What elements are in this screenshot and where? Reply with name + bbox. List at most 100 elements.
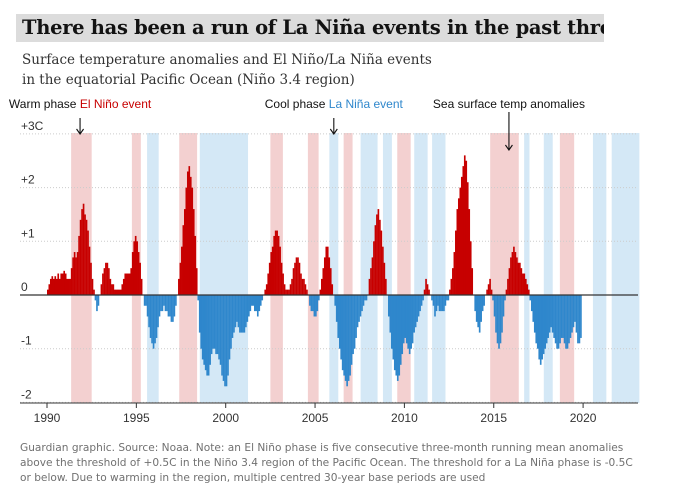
anomaly-bar [64, 273, 67, 295]
anomaly-bar [362, 295, 365, 306]
y-tick-label: +2 [21, 173, 35, 187]
anomaly-bar [61, 273, 64, 295]
anomaly-bar [326, 246, 329, 295]
anomaly-bar [325, 246, 328, 295]
anomaly-bar [108, 268, 110, 295]
anomaly-bar [118, 289, 121, 295]
anomaly-bar [164, 295, 167, 312]
anomaly-bar [100, 284, 103, 295]
anomaly-bar [480, 295, 482, 322]
anomaly-bar [416, 295, 418, 322]
anomaly-bar [347, 295, 350, 381]
anomaly-bar [230, 295, 232, 349]
anomaly-bar [245, 295, 247, 328]
lanina-band [611, 133, 640, 403]
anomaly-bar [163, 295, 165, 306]
anomaly-bar [398, 295, 401, 376]
anomaly-bar [460, 176, 463, 295]
anomaly-bar [499, 295, 502, 344]
anomaly-bar [404, 295, 407, 338]
anomaly-bar [243, 295, 246, 333]
anomaly-bar [532, 295, 535, 322]
source-line: above the threshold of +0.5C in the Niño… [20, 457, 633, 469]
anomaly-bar [535, 295, 538, 344]
anomaly-bar [222, 295, 225, 381]
anomaly-bar [63, 270, 66, 295]
anomaly-bar [109, 278, 112, 295]
anomaly-bar [498, 295, 500, 349]
anomaly-bar [563, 295, 566, 344]
anomaly-bar [264, 289, 267, 295]
anomaly-bar [66, 278, 68, 295]
anomaly-bar [246, 295, 249, 322]
lanina-band [414, 133, 428, 403]
anomaly-bar [152, 295, 155, 349]
anomaly-bar [483, 295, 485, 306]
anomaly-bar [76, 252, 79, 295]
anomaly-bar [233, 295, 235, 333]
anomaly-bar [572, 295, 575, 328]
anomaly-bar [569, 295, 572, 338]
anomaly-bar [495, 295, 497, 333]
anomaly-bar [48, 284, 51, 295]
x-tick-label: 2005 [302, 411, 329, 425]
anomaly-bar [256, 295, 259, 317]
anomaly-bar [239, 295, 241, 333]
lanina-band [382, 133, 392, 403]
anomaly-bar [146, 295, 149, 317]
anomaly-bar [313, 295, 316, 317]
anomaly-bar [463, 155, 466, 295]
anomaly-bar [58, 278, 61, 295]
anomaly-bar [544, 295, 546, 349]
anomaly-bar [413, 295, 415, 333]
anomaly-bar [371, 257, 374, 295]
anomaly-bar [140, 278, 143, 295]
anomaly-bar [225, 295, 228, 387]
anomaly-bar [212, 295, 214, 349]
anomaly-bar [283, 284, 286, 295]
anomaly-bar [306, 289, 308, 295]
anomaly-bar [54, 276, 57, 295]
anomaly-bar [204, 295, 207, 371]
anomaly-bar [274, 230, 277, 295]
anomaly-bar [185, 187, 188, 295]
anomaly-bar [395, 295, 398, 376]
anomaly-bar [277, 235, 280, 295]
anomaly-bar [522, 273, 524, 295]
anomaly-bar [434, 295, 436, 317]
anomaly-bar [541, 295, 544, 360]
subtitle-line: in the equatorial Pacific Ocean (Niño 3.… [22, 72, 355, 88]
anomaly-bar [519, 262, 521, 295]
anomaly-bar [82, 203, 85, 295]
anomaly-bar [438, 295, 441, 312]
anomaly-bar [486, 289, 488, 295]
anomaly-bar [70, 268, 73, 295]
anomaly-bar [517, 262, 520, 295]
anomaly-bar [309, 295, 311, 306]
anomaly-bar [242, 295, 244, 333]
anomaly-bar [346, 295, 348, 387]
anomaly-bar [419, 295, 421, 312]
anomaly-bar [477, 295, 479, 328]
anomaly-bar [462, 166, 465, 295]
anomaly-bar [149, 295, 152, 338]
anomaly-bar [96, 295, 98, 312]
anomaly-bar [411, 295, 414, 344]
anomaly-bar [197, 295, 200, 301]
anomaly-bar [425, 278, 427, 295]
anomaly-bar [504, 295, 506, 301]
anomaly-bar [516, 257, 518, 295]
anomaly-bar [213, 295, 216, 349]
anomaly-bar [350, 295, 353, 365]
anomaly-bar [207, 295, 210, 376]
annotation-label: Warm phase El Niño event [9, 97, 152, 111]
anomaly-bar [383, 262, 386, 295]
anomaly-bar [562, 295, 564, 338]
y-tick-label: -1 [21, 334, 32, 348]
anomaly-bar [533, 295, 536, 333]
anomaly-bar [428, 289, 430, 295]
anomaly-bar [556, 295, 558, 349]
anomaly-bar [513, 246, 515, 295]
chart-title: There has been a run of La Niña events i… [16, 14, 604, 42]
elnino-band [307, 133, 319, 403]
